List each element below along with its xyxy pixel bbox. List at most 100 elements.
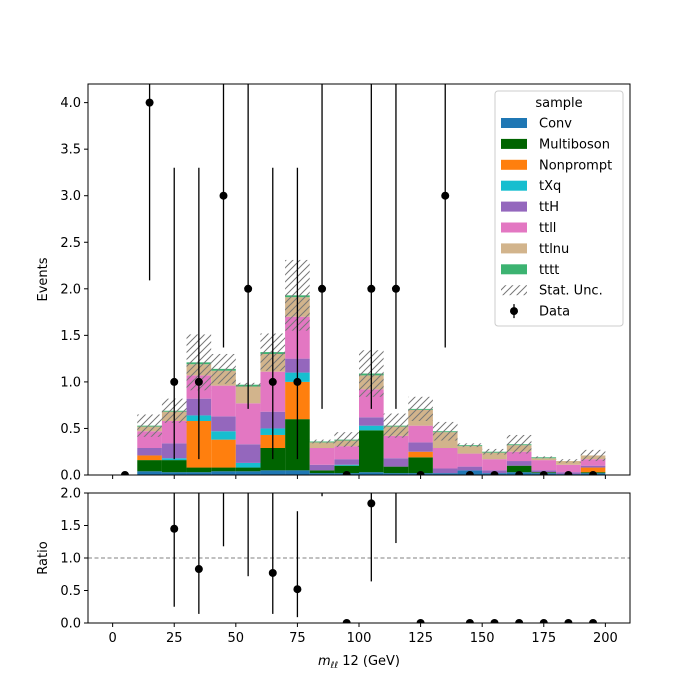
bar-txq-9 <box>334 465 359 466</box>
main-y-tick-label-8: 4.0 <box>60 96 81 111</box>
stat-unc-band-9 <box>334 432 359 447</box>
bar-multiboson-8 <box>310 470 335 473</box>
ratio-y-axis-label: Ratio <box>36 541 51 574</box>
legend-swatch-data <box>510 307 518 315</box>
bar-ttll-17 <box>531 460 556 470</box>
legend-label-multiboson: Multiboson <box>539 137 610 152</box>
data-point-5 <box>244 285 252 293</box>
bar-ttll-4 <box>211 386 236 417</box>
ratio-y-tick-label-2: 1.0 <box>60 552 81 567</box>
bar-nonprompt-12 <box>408 452 433 458</box>
legend-swatch-nonprompt <box>501 160 527 170</box>
legend-swatch-ttll <box>501 223 527 233</box>
ratio-points <box>170 493 597 627</box>
x-axis-label-subscript: ℓℓ <box>330 661 338 671</box>
bar-ttll-14 <box>458 454 483 467</box>
x-tick-label-3: 75 <box>289 631 306 646</box>
bar-tth-12 <box>408 442 433 451</box>
ratio-point-3 <box>293 585 301 593</box>
stat-unc-band-12 <box>408 397 433 421</box>
bar-tth-5 <box>236 444 261 463</box>
x-tick-label-7: 175 <box>531 631 556 646</box>
stat-unc-band-16 <box>507 435 532 454</box>
bar-txq-4 <box>211 431 236 439</box>
bar-tth-1 <box>137 448 162 455</box>
ratio-point-1 <box>195 565 203 573</box>
bar-ttll-13 <box>433 448 458 468</box>
main-y-axis-label: Events <box>36 257 51 301</box>
x-axis-label: mℓℓ 12 (GeV) <box>318 654 400 671</box>
ratio-y-ticks: 0.0 0.5 1.0 1.5 2.0 <box>60 487 88 632</box>
data-point-11 <box>392 285 400 293</box>
bar-multiboson-12 <box>408 457 433 473</box>
stat-unc-band-15 <box>482 449 507 455</box>
legend-label-stat-unc: Stat. Unc. <box>539 284 603 299</box>
bar-txq-5 <box>236 463 261 468</box>
legend-label-nonprompt: Nonprompt <box>539 158 612 173</box>
main-y-tick-label-6: 3.0 <box>60 189 81 204</box>
legend-label-data: Data <box>539 305 570 320</box>
bar-tth-19 <box>581 466 606 468</box>
legend-label-txq: tXq <box>539 179 561 194</box>
data-point-8 <box>318 285 326 293</box>
bar-tth-13 <box>433 468 458 473</box>
data-point-3 <box>195 378 203 386</box>
legend-swatch-multiboson <box>501 139 527 149</box>
legend-label-tth: ttH <box>539 200 559 215</box>
legend-swatch-tth <box>501 202 527 212</box>
x-tick-label-0: 0 <box>108 631 116 646</box>
x-axis-label-text: 12 (GeV) <box>338 654 400 669</box>
stat-unc-band-4 <box>211 354 236 384</box>
bar-tth-11 <box>384 458 409 466</box>
stat-unc-band-18 <box>556 459 581 463</box>
chart-figure: 0.00.51.01.52.02.53.03.54.0 Events sampl… <box>0 0 700 700</box>
bar-ttll-12 <box>408 426 433 443</box>
data-point-10 <box>367 285 375 293</box>
bar-conv-1 <box>137 471 162 475</box>
bar-conv-4 <box>211 471 236 475</box>
data-point-7 <box>293 378 301 386</box>
bar-tth-14 <box>458 467 483 471</box>
legend-label-conv: Conv <box>539 117 572 132</box>
stat-unc-band-17 <box>531 456 556 458</box>
x-tick-label-8: 200 <box>593 631 618 646</box>
bar-multiboson-4 <box>211 468 236 472</box>
legend-swatch-tttt <box>501 264 527 274</box>
bar-multiboson-5 <box>236 468 261 472</box>
legend: sample Conv Multiboson Nonprompt tXq ttH ttll… <box>495 91 623 326</box>
bar-ttll-9 <box>334 446 359 459</box>
bar-tth-10 <box>359 417 384 425</box>
bar-conv-6 <box>260 470 285 475</box>
ratio-point-2 <box>269 569 277 577</box>
ratio-y-tick-label-0: 0.0 <box>60 617 81 632</box>
x-tick-label-4: 100 <box>347 631 372 646</box>
x-tick-label-2: 50 <box>228 631 245 646</box>
bar-nonprompt-1 <box>137 455 162 460</box>
legend-title: sample <box>535 96 582 111</box>
stat-unc-band-13 <box>433 422 458 441</box>
bar-ttlnu-17 <box>531 458 556 460</box>
bar-multiboson-2 <box>162 460 187 472</box>
main-y-tick-label-2: 1.0 <box>60 375 81 390</box>
bar-ttll-8 <box>310 448 335 465</box>
main-y-tick-label-5: 2.5 <box>60 236 81 251</box>
ratio-y-tick-label-3: 1.5 <box>60 519 81 534</box>
data-point-6 <box>269 378 277 386</box>
main-y-ticks: 0.00.51.01.52.02.53.03.54.0 <box>60 96 88 483</box>
bar-ttll-5 <box>236 403 261 444</box>
bar-ttlnu-14 <box>458 446 483 453</box>
bar-multiboson-3 <box>187 468 212 473</box>
x-axis-label-symbol: m <box>318 654 331 669</box>
main-y-tick-label-7: 3.5 <box>60 143 81 158</box>
data-point-4 <box>220 192 228 200</box>
bar-ttll-11 <box>384 436 409 458</box>
ratio-y-tick-label-1: 0.5 <box>60 584 81 599</box>
data-point-1 <box>146 99 154 107</box>
bar-multiboson-10 <box>359 430 384 472</box>
legend-label-ttlnu: ttlnu <box>539 242 569 257</box>
x-tick-label-1: 25 <box>166 631 183 646</box>
legend-label-ttll: ttll <box>539 221 556 236</box>
data-point-2 <box>170 378 178 386</box>
stat-unc-band-1 <box>137 414 162 436</box>
bar-nonprompt-4 <box>211 440 236 468</box>
